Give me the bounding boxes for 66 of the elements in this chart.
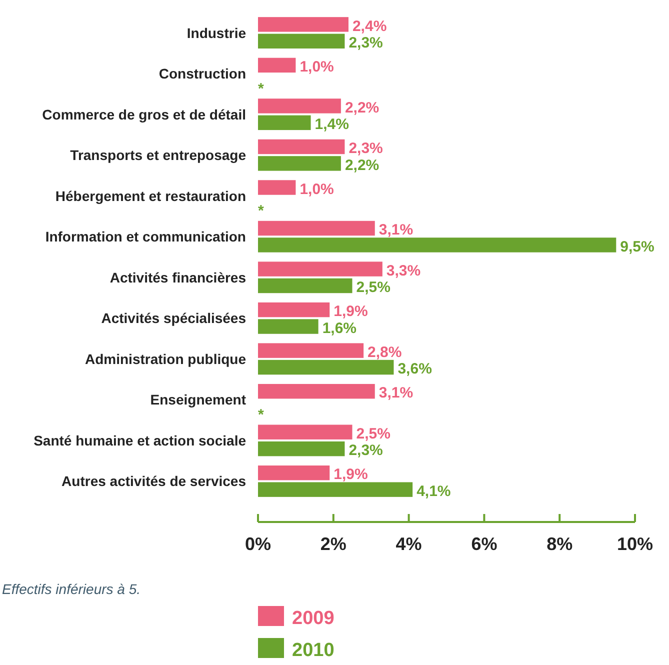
x-tick-label: 10%	[616, 534, 654, 554]
bar	[258, 384, 375, 399]
data-label: 1,0%	[300, 58, 334, 76]
bar	[258, 319, 318, 334]
y-tick-label: Activités spécialisées	[101, 310, 246, 326]
y-tick-label: Construction	[158, 66, 246, 82]
y-tick-label: Santé humaine et action sociale	[34, 432, 246, 448]
text: *	[258, 406, 264, 424]
data-label: 3,6%	[398, 360, 432, 378]
bar	[258, 441, 345, 456]
data-label: 2,3%	[348, 442, 383, 460]
bar	[258, 278, 352, 294]
data-label: 3,1%	[378, 222, 414, 239]
data-label: 1,0%	[300, 180, 334, 198]
y-tick-label: Activités financières	[110, 269, 246, 286]
data-label: 9,5%	[620, 238, 654, 256]
y-tick-label: Industrie	[186, 24, 246, 41]
data-label: 2,4%	[352, 18, 387, 35]
text: *	[258, 202, 264, 220]
x-tick-label: 6%	[471, 534, 498, 554]
bar	[258, 34, 345, 49]
data-label: 2,8%	[368, 344, 402, 361]
y-tick-label: Autres activités de services	[62, 473, 246, 490]
data-label: 1,9%	[334, 466, 368, 484]
bar	[258, 343, 364, 358]
bar	[258, 302, 330, 318]
data-label: 4,1%	[416, 482, 451, 500]
bar	[258, 482, 413, 497]
bar	[258, 156, 341, 171]
bar	[258, 115, 311, 130]
bar	[258, 360, 394, 375]
legend-label: 2010	[292, 640, 334, 661]
data-label: 2,3%	[348, 140, 383, 158]
bar	[258, 58, 296, 73]
legend-label: 2009	[292, 608, 334, 629]
data-label: 2,3%	[348, 34, 383, 52]
y-tick-label: Administration publique	[85, 350, 246, 367]
bar	[258, 424, 352, 440]
data-label: 2,2%	[344, 99, 380, 116]
data-label: 3,1%	[378, 384, 414, 402]
data-label: 2,5%	[356, 425, 390, 442]
bar	[258, 238, 616, 252]
y-tick-label: Information et communication	[45, 228, 246, 245]
bar	[258, 139, 345, 154]
y-tick-label: Commerce de gros et de détail	[42, 106, 246, 122]
data-label: 2,2%	[344, 156, 380, 174]
data-label: 1,6%	[322, 320, 357, 337]
data-label: 2,5%	[356, 279, 390, 296]
bar	[258, 98, 341, 114]
text: *	[258, 80, 264, 98]
bar	[258, 17, 348, 32]
data-label: 1,4%	[314, 116, 349, 134]
y-tick-label: Hébergement et restauration	[55, 188, 246, 204]
y-tick-label: Enseignement	[150, 392, 246, 408]
x-tick-label: 8%	[546, 534, 573, 554]
bar	[258, 465, 330, 480]
data-label: 3,3%	[386, 262, 421, 280]
text: Effectifs inférieurs à 5.	[2, 581, 141, 597]
x-tick-label: 4%	[396, 534, 422, 554]
bar	[258, 220, 375, 236]
x-tick-label: 0%	[244, 534, 272, 554]
y-tick-label: Transports et entreposage	[70, 147, 246, 164]
bar	[258, 180, 296, 195]
data-label: 1,9%	[334, 303, 368, 320]
x-tick-label: 2%	[320, 534, 346, 554]
bar	[258, 262, 382, 276]
